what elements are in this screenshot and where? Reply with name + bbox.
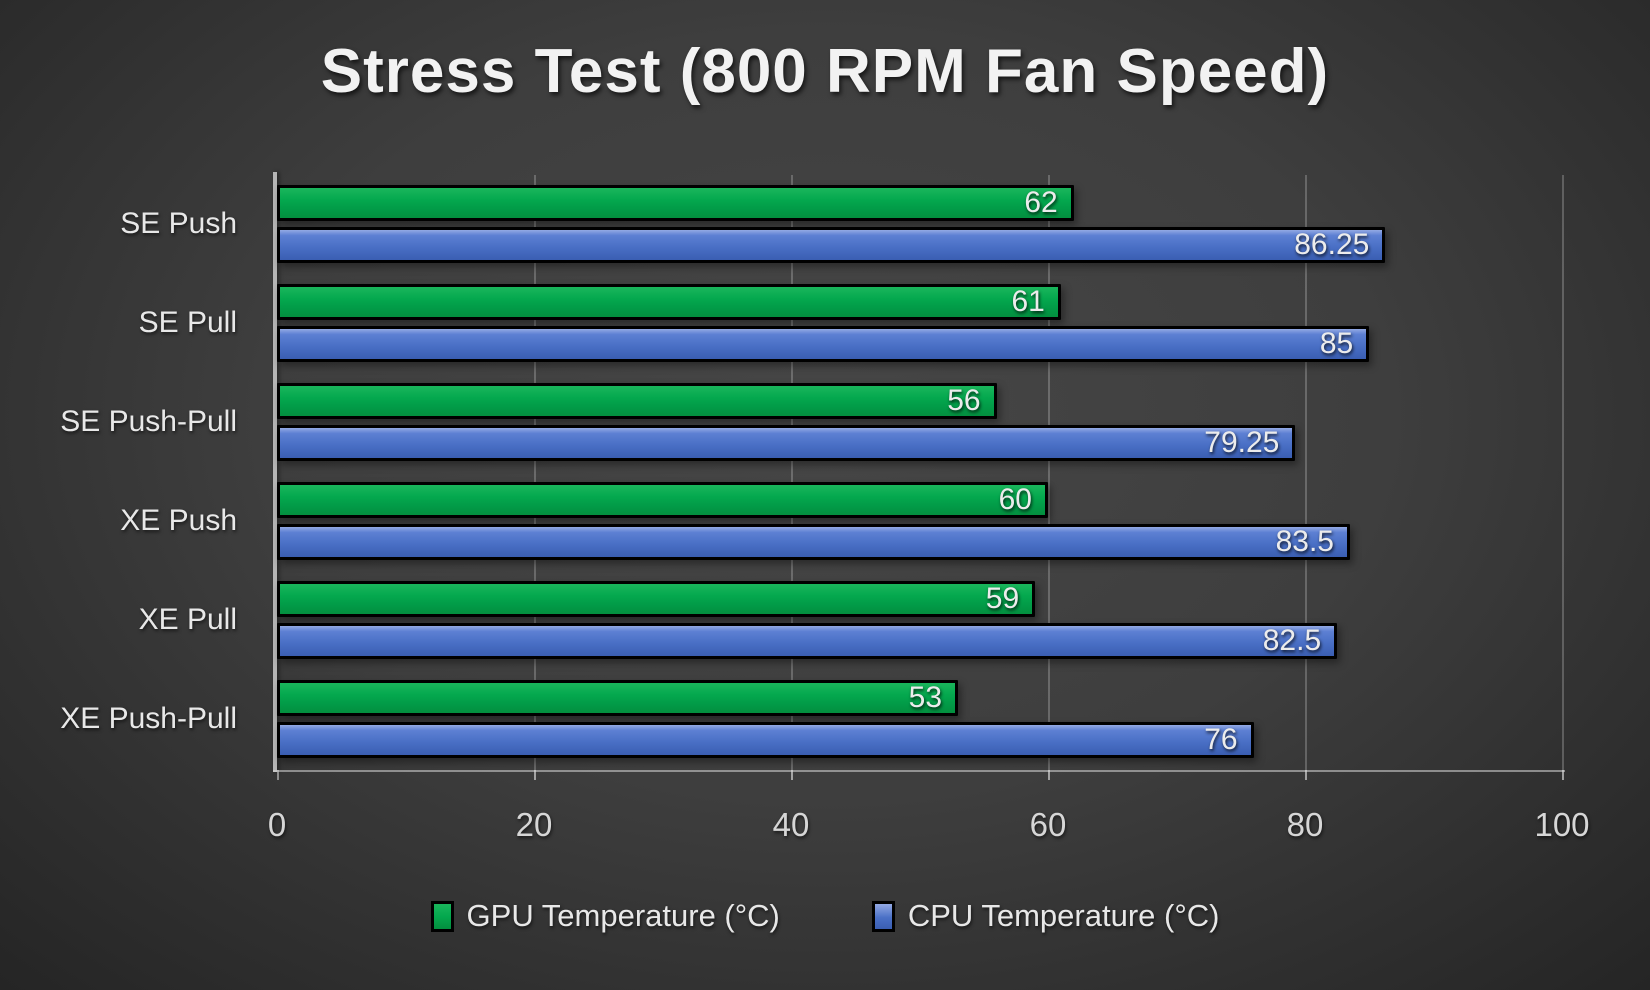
category-axis: SE Push SE Pull SE Push-Pull XE Push XE Pull… — [0, 175, 237, 768]
cpu-temp-bar: 83.5 — [277, 523, 1350, 560]
bar-group: 60 83.5 — [277, 471, 1562, 570]
bar-value-label: 56 — [947, 384, 981, 418]
legend-item: GPU Temperature (°C) — [430, 898, 780, 934]
gpu-temp-bar: 56 — [277, 383, 997, 420]
gridline-40 — [791, 175, 793, 780]
chart-title: Stress Test (800 RPM Fan Speed) — [320, 37, 1330, 106]
x-tick-label: 20 — [515, 806, 553, 843]
bar-value-label: 85 — [1319, 327, 1354, 361]
category-label: XE Push-Pull — [60, 701, 237, 735]
bar-value-label: 60 — [998, 482, 1032, 516]
gpu-temp-bar: 60 — [277, 481, 1048, 518]
x-axis-ticks: 0 20 40 60 80 100 — [268, 806, 1590, 854]
gridline-80 — [1305, 175, 1307, 780]
x-tick-mark — [277, 770, 279, 780]
bar-value-label: 59 — [985, 581, 1020, 615]
bar-group: 62 86.25 — [277, 175, 1562, 274]
x-axis-line — [273, 770, 1565, 772]
gridline-20 — [534, 175, 536, 780]
bar-group: 56 79.25 — [277, 373, 1562, 472]
x-tick-mark — [791, 770, 793, 780]
cpu-temp-bar: 86.25 — [277, 227, 1386, 264]
bar-value-label: 79.25 — [1204, 426, 1280, 460]
legend-item: CPU Temperature (°C) — [871, 898, 1220, 934]
legend-label: GPU Temperature (°C) — [466, 898, 780, 933]
category-label: XE Push — [120, 503, 237, 537]
gpu-temp-bar: 59 — [277, 580, 1036, 617]
category-label: SE Pull — [138, 306, 237, 340]
bar-group: 53 76 — [277, 669, 1562, 768]
bar-group: 59 82.5 — [277, 570, 1562, 669]
gpu-temp-bar: 61 — [277, 284, 1061, 321]
bar-value-label: 76 — [1204, 722, 1238, 756]
x-tick-label: 60 — [1029, 806, 1067, 843]
cpu-temp-bar: 82.5 — [277, 622, 1338, 659]
gpu-temp-bar: 53 — [277, 679, 959, 716]
gridline-60 — [1048, 175, 1050, 780]
cpu-temp-bar: 79.25 — [277, 425, 1296, 462]
x-tick-mark — [1562, 770, 1564, 780]
category-label: XE Pull — [138, 602, 237, 636]
category-label: SE Push-Pull — [60, 405, 237, 439]
bar-value-label: 62 — [1024, 186, 1058, 220]
plot-area: 62 86.25 61 85 56 79.25 60 83.5 59 82.5 53 76 — [277, 175, 1564, 780]
x-tick-label: 100 — [1534, 806, 1590, 843]
gpu-temp-bar: 62 — [277, 185, 1074, 222]
x-tick-mark — [1305, 770, 1307, 780]
gridline-100 — [1562, 175, 1564, 780]
cpu-temp-bar: 85 — [277, 326, 1370, 363]
bar-value-label: 53 — [908, 680, 943, 714]
legend: GPU Temperature (°C) CPU Temperature (°C) — [0, 898, 1650, 934]
x-tick-mark — [534, 770, 536, 780]
x-tick-label: 80 — [1286, 806, 1324, 843]
bar-group: 61 85 — [277, 274, 1562, 373]
gpu-legend-swatch-icon — [430, 900, 454, 932]
category-label: SE Push — [120, 207, 237, 241]
bar-value-label: 83.5 — [1275, 524, 1334, 558]
bar-value-label: 82.5 — [1262, 623, 1322, 657]
x-tick-label: 0 — [267, 806, 287, 843]
bar-value-label: 86.25 — [1294, 228, 1370, 262]
y-axis-line — [273, 172, 277, 772]
cpu-temp-bar: 76 — [277, 721, 1254, 758]
x-tick-label: 40 — [772, 806, 810, 843]
legend-label: CPU Temperature (°C) — [907, 898, 1220, 933]
bar-value-label: 61 — [1011, 285, 1045, 319]
x-tick-mark — [1048, 770, 1050, 780]
cpu-legend-swatch-icon — [871, 900, 895, 932]
